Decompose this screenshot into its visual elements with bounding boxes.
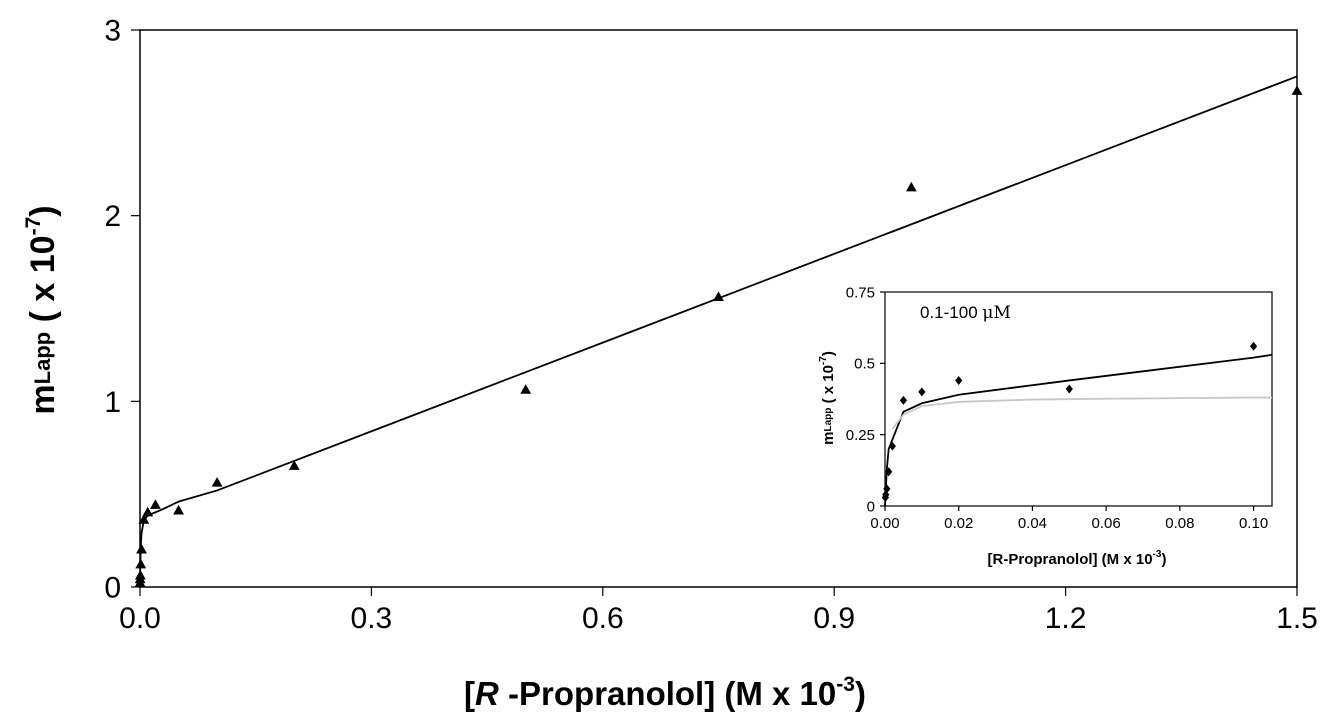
inset-y-tick-label: 0.75 (846, 284, 875, 301)
main-data-point (520, 384, 532, 394)
main-x-tick-label: 0.6 (582, 602, 624, 635)
inset-y-tick-label: 0.5 (854, 356, 875, 373)
main-x-ticks: 0.0 0.3 0.6 0.9 1.2 1.5 (119, 587, 1318, 635)
inset-x-tick-label: 0.04 (1018, 515, 1047, 532)
main-data-point (211, 477, 223, 487)
main-y-tick-label: 1 (104, 386, 121, 419)
inset-x-tick-label: 0.06 (1092, 515, 1121, 532)
main-x-tick-label: 0.0 (119, 602, 161, 635)
inset-data-point (1065, 384, 1073, 394)
inset-data-point (883, 484, 891, 494)
main-data-point (134, 569, 146, 580)
inset-x-tick-label: 0.08 (1165, 515, 1194, 532)
inset-range-annotation: 0.1-100 μM (920, 303, 1011, 323)
main-data-point (150, 499, 161, 509)
inset-data-point (885, 467, 893, 477)
inset-y-tick-label: 0.25 (846, 427, 875, 444)
main-data-point (173, 504, 184, 515)
main-y-tick-label: 2 (104, 200, 121, 233)
main-data-points (134, 85, 1303, 587)
inset-x-tick-label: 0.00 (870, 515, 899, 532)
main-data-point (713, 291, 724, 301)
inset-fit-lines (884, 353, 1273, 507)
inset-y-axis-label: mLapp ( x 10-7) (818, 351, 837, 445)
main-data-point (288, 460, 300, 470)
main-data-point (138, 514, 150, 524)
inset-y-tick-label: 0 (867, 498, 875, 515)
inset-x-ticks: 0.00 0.02 0.04 0.06 0.08 0.10 (870, 506, 1268, 532)
inset-data-point (899, 395, 908, 405)
inset-y-ticks: 0 0.25 0.5 0.75 (846, 284, 885, 515)
inset-data-point (1249, 341, 1258, 351)
inset-data-point (882, 490, 890, 500)
inset-data-points (881, 341, 1258, 502)
inset-x-tick-label: 0.02 (944, 515, 973, 532)
inset-data-point (955, 375, 963, 385)
inset-fit-line-2 (891, 396, 1272, 430)
main-y-axis-label: mLapp ( x 10-7) (22, 205, 62, 414)
main-data-point (135, 558, 147, 569)
inset-plot: 0 0.25 0.5 0.75 0.00 0.02 0.04 0.06 0.08 0.10 0.… (818, 284, 1273, 568)
inset-data-point (918, 387, 926, 397)
main-data-point (142, 506, 154, 517)
inset-x-tick-label: 0.10 (1239, 515, 1268, 532)
main-data-point (1291, 85, 1303, 95)
main-x-tick-label: 0.3 (351, 602, 393, 635)
main-data-point (905, 181, 917, 192)
main-y-tick-label: 0 (104, 572, 121, 605)
inset-x-axis-label: [R-Propranolol] (M x 10-3) (988, 549, 1167, 568)
inset-data-point (888, 441, 896, 451)
main-y-tick-label: 3 (104, 15, 121, 48)
main-x-tick-label: 1.2 (1045, 602, 1087, 635)
main-x-tick-label: 1.5 (1276, 602, 1318, 635)
main-x-axis-label: [R -Propranolol] (M x 10-3) (464, 673, 866, 712)
inset-fit-line-1 (884, 353, 1273, 507)
main-data-point (136, 543, 147, 554)
main-y-ticks: 0 1 2 3 (104, 15, 140, 605)
main-x-tick-label: 0.9 (813, 602, 855, 635)
